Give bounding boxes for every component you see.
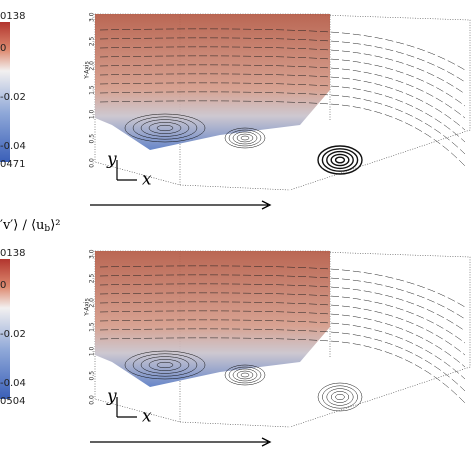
- colorbar-label: -0.02: [0, 92, 26, 103]
- streamline: [99, 82, 466, 143]
- y-tick-label: 1.5: [89, 85, 96, 95]
- vortex: [224, 364, 266, 386]
- y-tick-label: 2.0: [89, 61, 96, 71]
- y-tick-label: 1.0: [89, 109, 96, 119]
- axis-icon: [116, 160, 137, 181]
- flow-arrow: [90, 200, 272, 210]
- flow-arrow: [90, 437, 272, 447]
- title-part: ′v′⟩ / ⟨u: [0, 218, 44, 233]
- streamline: [99, 46, 466, 95]
- streamline: [99, 100, 466, 167]
- streamline: [99, 28, 466, 71]
- y-tick-label: 0.5: [89, 134, 96, 144]
- colorbar-label: 0138: [0, 248, 25, 259]
- colorbar-label: 0504: [0, 396, 25, 407]
- streamline: [99, 274, 466, 320]
- colorbar-label: -0.04: [0, 378, 26, 389]
- streamline: [99, 310, 466, 368]
- vortex: [124, 113, 206, 143]
- vortex: [317, 145, 363, 175]
- y-tick-label: 0.0: [89, 158, 96, 168]
- vortex: [228, 366, 262, 384]
- vortex: [240, 372, 250, 378]
- colorbar: [0, 259, 10, 399]
- field-slice: [95, 14, 330, 150]
- vortex: [224, 127, 266, 149]
- colorbar-label: 0138: [0, 11, 25, 22]
- vortex: [326, 388, 354, 406]
- streamline: [99, 319, 466, 380]
- vortex: [228, 129, 262, 147]
- vortex: [240, 135, 250, 141]
- colorbar-label: 0471: [0, 159, 25, 170]
- streamline: [99, 301, 466, 356]
- vortex: [156, 361, 174, 369]
- colorbar-label: 0: [0, 43, 6, 54]
- vortex: [140, 356, 190, 374]
- y-tick-label: 0.0: [89, 395, 96, 405]
- y-tick-label: 2.0: [89, 298, 96, 308]
- y-tick-label: 1.0: [89, 346, 96, 356]
- vortex: [326, 150, 354, 170]
- vortex: [140, 119, 190, 137]
- vortex: [124, 350, 206, 380]
- vortex: [236, 133, 254, 143]
- field-slice: [95, 251, 330, 387]
- y-axis-title: Y-Axis: [84, 61, 91, 79]
- y-tick-label: 3.0: [89, 12, 96, 22]
- vortex: [148, 122, 182, 134]
- axis-label-x: x: [142, 170, 152, 190]
- vortex: [132, 116, 198, 140]
- vortex: [330, 153, 350, 167]
- streamline: [99, 265, 466, 308]
- axis-label-y: y: [106, 150, 117, 170]
- streamline: [99, 64, 466, 119]
- vortex: [236, 370, 254, 380]
- streamline: [99, 91, 466, 155]
- colorbar-label: -0.04: [0, 141, 26, 152]
- title-part: b: [44, 224, 50, 234]
- vortex: [322, 385, 358, 409]
- y-tick-label: 2.5: [89, 274, 96, 284]
- colorbar: [0, 22, 10, 162]
- vortex: [334, 156, 346, 164]
- axis-label-x: x: [142, 407, 152, 427]
- vortex: [232, 368, 258, 382]
- vortex: [317, 382, 363, 412]
- title-part: ⟩²: [50, 218, 60, 233]
- y-tick-label: 2.5: [89, 37, 96, 47]
- vortex: [335, 393, 345, 401]
- y-tick-label: 3.0: [89, 249, 96, 259]
- vortex: [156, 124, 174, 132]
- streamline: [99, 328, 466, 392]
- panel-title: ′v′⟩ / ⟨ub⟩²: [0, 218, 60, 234]
- panel: 0138 0 -0.02 -0.04 0471 Y-Axis 0.0 0.5 1.0 1.5 2.0…: [0, 11, 471, 210]
- panel: 0138 0 -0.02 -0.04 0504 ′v′⟩ / ⟨ub⟩² Y-Axis 0.0…: [0, 218, 471, 447]
- streamline: [99, 55, 466, 107]
- y-axis-title: Y-Axis: [84, 298, 91, 316]
- vortex: [148, 359, 182, 371]
- vortex: [330, 391, 350, 403]
- streamline: [99, 292, 466, 344]
- vortex: [321, 148, 359, 172]
- y-tick-label: 1.5: [89, 322, 96, 332]
- vortex: [232, 131, 258, 145]
- streamline: [99, 37, 466, 83]
- streamline: [99, 73, 466, 131]
- axis-label-y: y: [106, 387, 117, 407]
- streamline: [99, 283, 466, 332]
- colorbar-label: -0.02: [0, 329, 26, 340]
- streamline: [99, 337, 466, 404]
- colorbar-label: 0: [0, 280, 6, 291]
- axis-icon: [116, 397, 137, 418]
- vortex: [132, 353, 198, 377]
- y-tick-label: 0.5: [89, 371, 96, 381]
